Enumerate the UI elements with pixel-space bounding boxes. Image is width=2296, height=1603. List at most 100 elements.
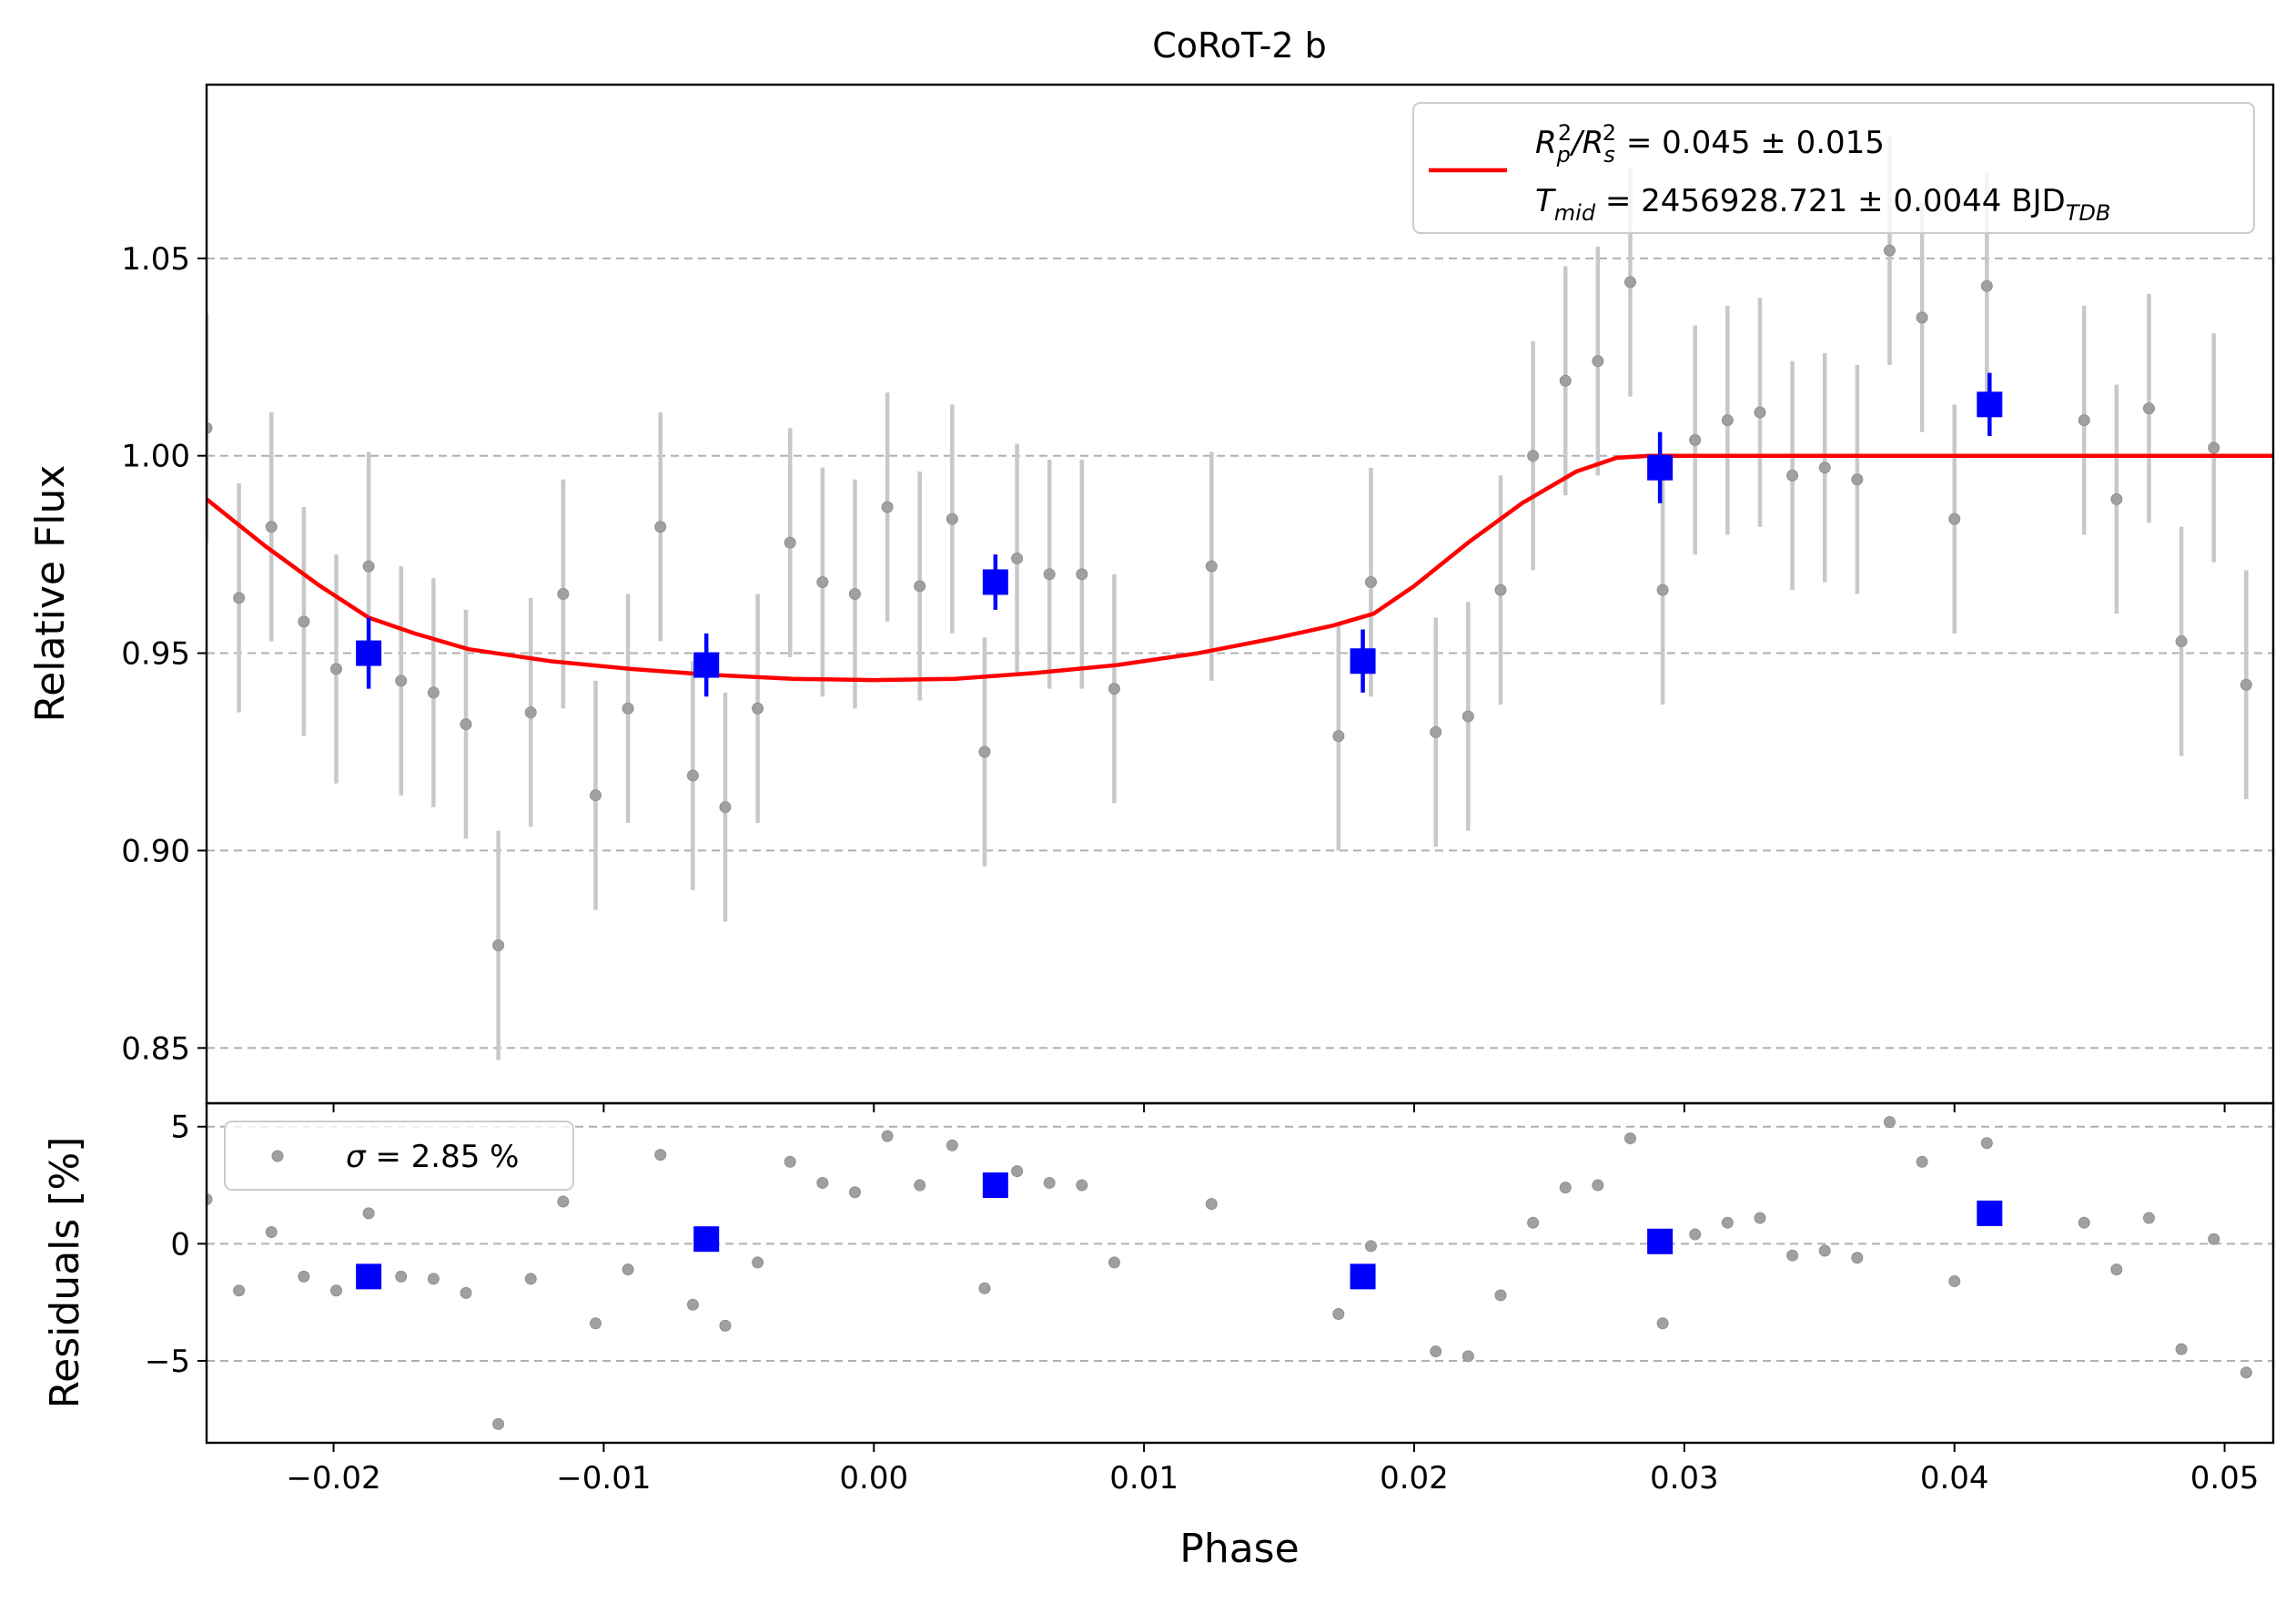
- raw-data-point: [978, 746, 991, 758]
- residual-data-point: [2208, 1233, 2220, 1245]
- legend-p-subscript: p: [1556, 142, 1571, 167]
- residual-data-point: [1948, 1275, 1961, 1288]
- raw-data-point: [2240, 678, 2252, 691]
- main-y-tick-label: 0.90: [121, 833, 190, 869]
- raw-data-point: [1592, 355, 1604, 368]
- residual-data-point: [557, 1195, 570, 1208]
- x-tick-label: 0.00: [839, 1460, 908, 1496]
- residual-plot-area: [207, 1116, 2273, 1430]
- raw-data-point: [1462, 710, 1474, 723]
- residual-data-point: [2142, 1212, 2155, 1224]
- residual-legend: σ = 2.85 %: [224, 1121, 574, 1191]
- raw-data-point: [1076, 568, 1088, 581]
- legend-mid-value: = 2456928.721 ± 0.0044 BJD: [1595, 183, 2066, 219]
- main-gridlines: [207, 257, 2273, 1050]
- residual-data-point: [1462, 1350, 1474, 1363]
- raw-data-point: [1011, 552, 1024, 564]
- raw-data-point: [207, 421, 213, 434]
- binned-residual-point: [1647, 1228, 1674, 1254]
- binned-data-point: [1977, 391, 2003, 418]
- binned-data-point: [1350, 648, 1376, 675]
- legend-sigma-symbol: σ: [346, 1139, 367, 1175]
- residual-data-point: [2110, 1263, 2123, 1276]
- legend-rs-symbol: /R: [1569, 125, 1603, 161]
- residual-y-tick-label: 5: [170, 1110, 190, 1146]
- residual-data-point: [914, 1179, 926, 1192]
- legend-r-symbol: R: [1535, 125, 1557, 161]
- residual-data-point: [1786, 1249, 1799, 1262]
- legend-tdb-subscript: TDB: [2066, 200, 2111, 226]
- raw-data-point: [233, 592, 246, 604]
- binned-data-point: [982, 569, 1008, 595]
- residual-data-point: [1689, 1228, 1702, 1241]
- residual-y-tick-label: 0: [170, 1226, 190, 1263]
- binned-residual-point: [356, 1263, 382, 1290]
- binned-residual-point: [1350, 1263, 1376, 1290]
- residual-data-point: [460, 1286, 472, 1299]
- residual-data-point: [1205, 1198, 1218, 1211]
- residual-data-point: [654, 1149, 667, 1162]
- x-tick-label: 0.04: [1920, 1460, 1989, 1496]
- raw-data-point: [1818, 462, 1831, 474]
- raw-data-point: [1786, 469, 1799, 482]
- raw-data-point: [492, 939, 505, 952]
- raw-data-point: [1430, 725, 1442, 738]
- raw-data-point: [589, 789, 602, 802]
- residual-data-point: [1851, 1252, 1864, 1264]
- residual-data-point: [816, 1176, 829, 1189]
- residual-data-point: [589, 1317, 602, 1330]
- residual-data-point: [1332, 1308, 1345, 1321]
- residual-data-point: [1623, 1132, 1636, 1145]
- raw-data-point: [752, 702, 764, 715]
- residual-data-point: [492, 1417, 505, 1430]
- x-tick-label: 0.03: [1650, 1460, 1719, 1496]
- residual-data-point: [1754, 1212, 1766, 1224]
- raw-data-point: [1494, 583, 1507, 596]
- main-legend: Rp2/Rs2 = 0.045 ± 0.015 Tmid = 2456928.7…: [1412, 102, 2255, 234]
- raw-data-point: [2208, 441, 2220, 454]
- residual-data-point: [1011, 1165, 1024, 1178]
- main-y-tick-label: 0.85: [121, 1030, 190, 1067]
- residual-data-point: [686, 1298, 699, 1311]
- legend-depth-value: = 0.045 ± 0.015: [1616, 125, 1885, 161]
- residual-data-point: [1916, 1155, 1928, 1168]
- legend-t-symbol: T: [1535, 183, 1556, 219]
- raw-data-point: [719, 801, 732, 814]
- residual-data-point: [622, 1263, 634, 1276]
- raw-data-point: [816, 575, 829, 588]
- raw-data-point: [298, 615, 310, 628]
- raw-data-point: [1559, 374, 1572, 387]
- raw-data-point: [1364, 575, 1377, 588]
- raw-data-point: [2272, 682, 2273, 687]
- binned-residual-point: [1977, 1200, 2003, 1226]
- residual-data-point: [784, 1155, 796, 1168]
- residual-data-point: [1656, 1317, 1669, 1330]
- x-tick-label: 0.02: [1380, 1460, 1449, 1496]
- raw-data-point: [1883, 244, 1896, 257]
- residual-data-point: [946, 1139, 958, 1152]
- transit-model-curve: [207, 453, 2273, 683]
- raw-data-point: [1916, 311, 1928, 324]
- residual-data-point: [1108, 1256, 1120, 1269]
- main-plot-area: [207, 136, 2273, 1060]
- x-tick-label: −0.02: [286, 1460, 380, 1496]
- raw-data-point: [1851, 473, 1864, 486]
- residual-data-point: [1076, 1179, 1088, 1192]
- residual-legend-box: [224, 1121, 574, 1191]
- residual-data-point: [848, 1186, 861, 1199]
- residual-data-point: [752, 1256, 764, 1269]
- raw-data-point: [914, 580, 926, 593]
- chart-title: CoRoT-2 b: [1152, 25, 1327, 66]
- legend-radius-ratio: Rp2/Rs2 = 0.045 ± 0.015: [1535, 120, 1885, 167]
- raw-data-point: [2110, 492, 2123, 505]
- raw-data-point: [946, 512, 958, 525]
- raw-data-point: [2078, 414, 2090, 427]
- raw-data-point: [557, 588, 570, 600]
- residual-data-point: [1043, 1176, 1056, 1189]
- binned-data-point: [693, 652, 720, 678]
- raw-data-point: [1721, 414, 1734, 427]
- main-axes-frame: [205, 83, 2275, 1105]
- raw-data-point: [1108, 683, 1120, 695]
- residual-data-point: [1364, 1240, 1377, 1253]
